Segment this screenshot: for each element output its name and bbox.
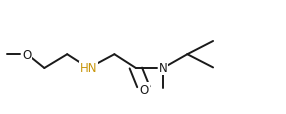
Text: O: O — [140, 83, 149, 96]
Text: N: N — [159, 62, 167, 75]
Text: O: O — [23, 48, 32, 61]
Text: HN: HN — [80, 62, 98, 75]
